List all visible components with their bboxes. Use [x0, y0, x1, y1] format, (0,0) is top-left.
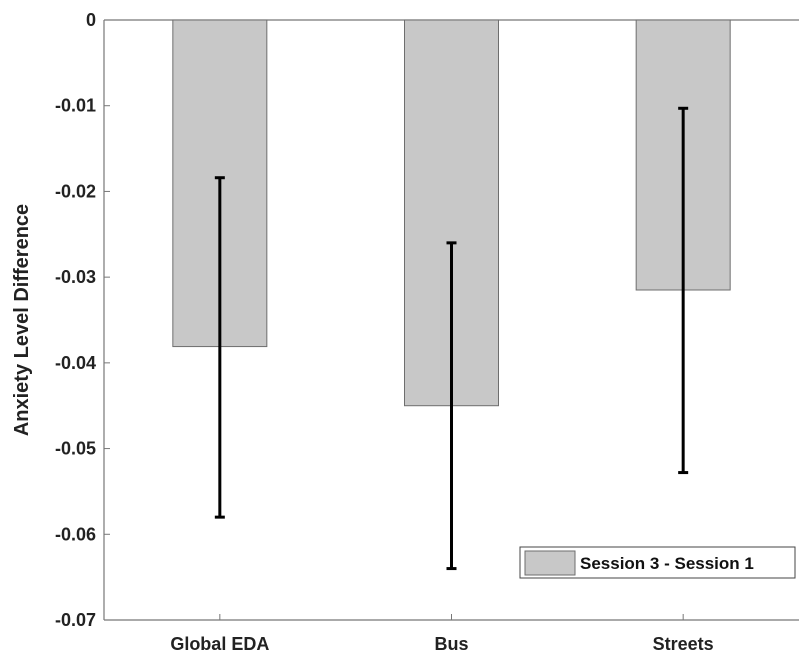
- y-tick-label: -0.03: [55, 267, 96, 287]
- y-tick-label: -0.01: [55, 96, 96, 116]
- legend-label: Session 3 - Session 1: [580, 554, 754, 573]
- x-tick-label: Streets: [653, 634, 714, 654]
- x-tick-label: Global EDA: [170, 634, 269, 654]
- y-tick-label: -0.07: [55, 610, 96, 630]
- legend: Session 3 - Session 1: [520, 547, 795, 578]
- y-tick-label: -0.06: [55, 524, 96, 544]
- y-tick-label: -0.04: [55, 353, 96, 373]
- y-tick-label: -0.05: [55, 439, 96, 459]
- y-axis-title: Anxiety Level Difference: [11, 204, 33, 436]
- legend-swatch: [525, 551, 575, 575]
- x-tick-label: Bus: [434, 634, 468, 654]
- y-tick-label: 0: [86, 10, 96, 30]
- y-tick-label: -0.02: [55, 181, 96, 201]
